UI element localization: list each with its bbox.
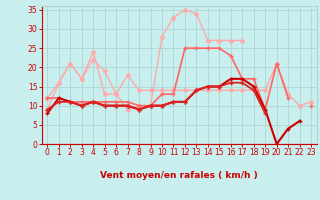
X-axis label: Vent moyen/en rafales ( km/h ): Vent moyen/en rafales ( km/h ) [100, 171, 258, 180]
